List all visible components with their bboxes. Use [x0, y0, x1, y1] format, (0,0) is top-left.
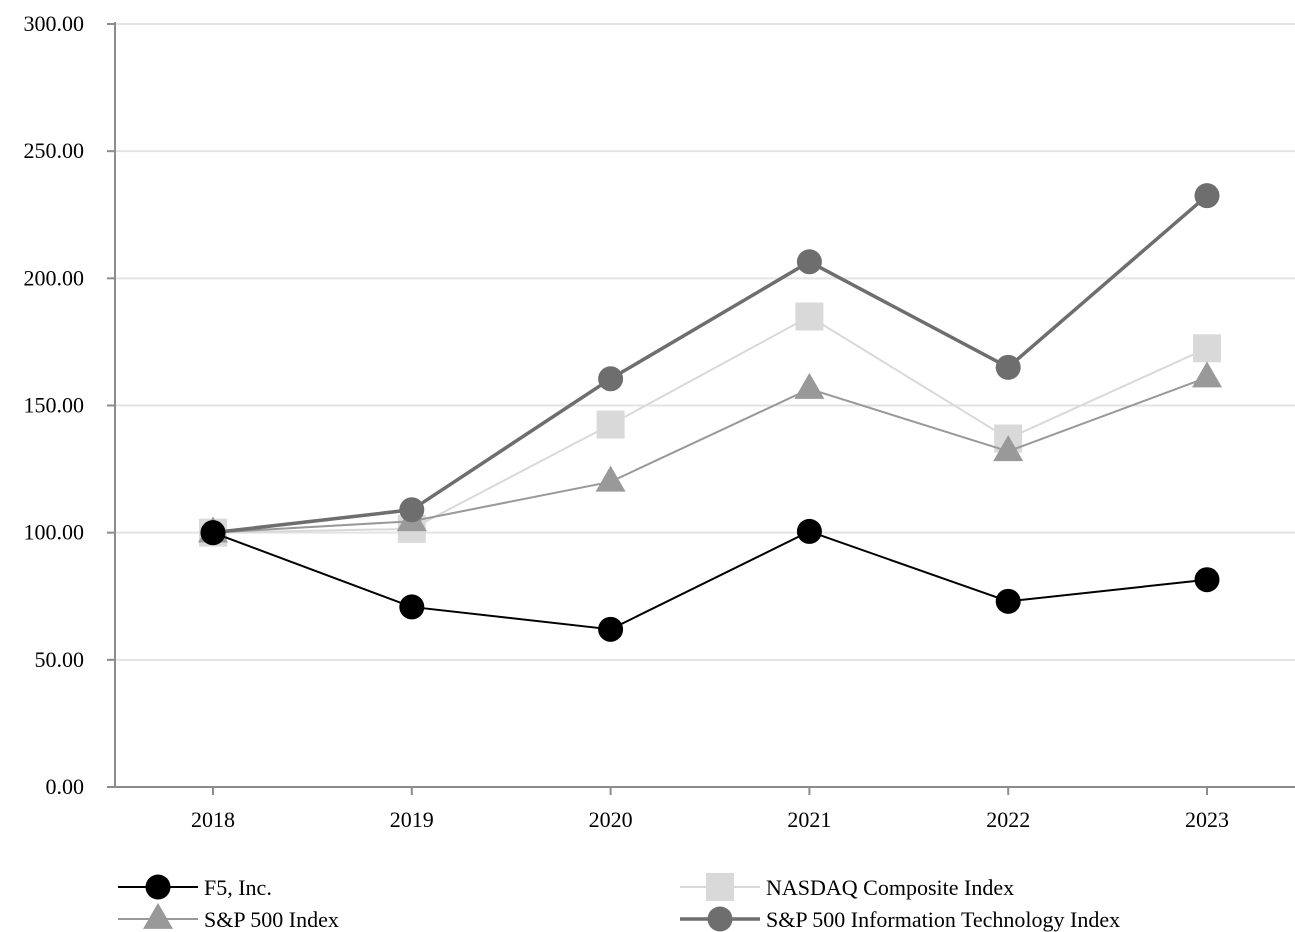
legend-label: F5, Inc.	[204, 875, 272, 900]
legend-marker	[145, 874, 171, 900]
legend-item: S&P 500 Index	[118, 902, 339, 932]
x-tick-label: 2022	[986, 807, 1030, 832]
legend-item: S&P 500 Information Technology Index	[680, 906, 1120, 932]
y-tick-label: 300.00	[24, 11, 85, 36]
series-3	[200, 183, 1220, 546]
series-line	[212, 194, 1209, 535]
x-axis-ticks: 2018 2019 2020 2021 2022 2023	[191, 787, 1229, 832]
legend-label: NASDAQ Composite Index	[766, 875, 1014, 900]
x-tick-label: 2020	[589, 807, 633, 832]
data-point	[796, 249, 822, 275]
gridlines	[115, 23, 1295, 661]
data-point	[399, 497, 425, 523]
data-point	[598, 366, 624, 392]
series-1	[199, 302, 1221, 547]
legend-marker	[707, 906, 733, 932]
x-tick-label: 2023	[1185, 807, 1229, 832]
legend-marker	[143, 902, 173, 929]
series-0	[200, 518, 1220, 642]
legend: F5, Inc. NASDAQ Composite Index S&P 500 In…	[118, 873, 1120, 932]
series-line	[212, 530, 1208, 631]
legend-marker	[706, 873, 734, 901]
data-point	[596, 410, 625, 439]
series-group	[198, 183, 1222, 642]
data-point	[595, 465, 626, 492]
data-point	[598, 616, 624, 642]
y-tick-label: 0.00	[46, 774, 85, 799]
data-point	[995, 588, 1021, 614]
data-point	[995, 354, 1021, 380]
legend-item: F5, Inc.	[118, 874, 272, 900]
data-point	[1193, 334, 1221, 363]
x-tick-label: 2019	[390, 807, 434, 832]
legend-item: NASDAQ Composite Index	[680, 873, 1014, 901]
data-point	[794, 372, 825, 399]
y-tick-label: 250.00	[24, 138, 85, 163]
y-tick-label: 150.00	[24, 393, 85, 418]
x-tick-label: 2021	[787, 807, 831, 832]
data-point	[1192, 361, 1222, 388]
legend-label: S&P 500 Index	[204, 907, 339, 932]
series-line	[212, 315, 1208, 534]
data-point	[399, 594, 425, 620]
data-point	[1194, 567, 1220, 593]
y-tick-label: 200.00	[24, 265, 85, 290]
data-point	[796, 518, 822, 544]
legend-label: S&P 500 Information Technology Index	[766, 907, 1120, 932]
data-point	[1194, 183, 1220, 209]
data-point	[993, 435, 1024, 462]
data-point	[200, 520, 226, 546]
series-line	[212, 376, 1208, 534]
x-tick-label: 2018	[191, 807, 235, 832]
data-point	[795, 302, 824, 331]
y-tick-label: 50.00	[35, 647, 85, 672]
y-axis-ticks: 0.00 50.00 100.00 150.00 200.00 250.00 300.00	[24, 11, 115, 799]
y-tick-label: 100.00	[24, 520, 85, 545]
